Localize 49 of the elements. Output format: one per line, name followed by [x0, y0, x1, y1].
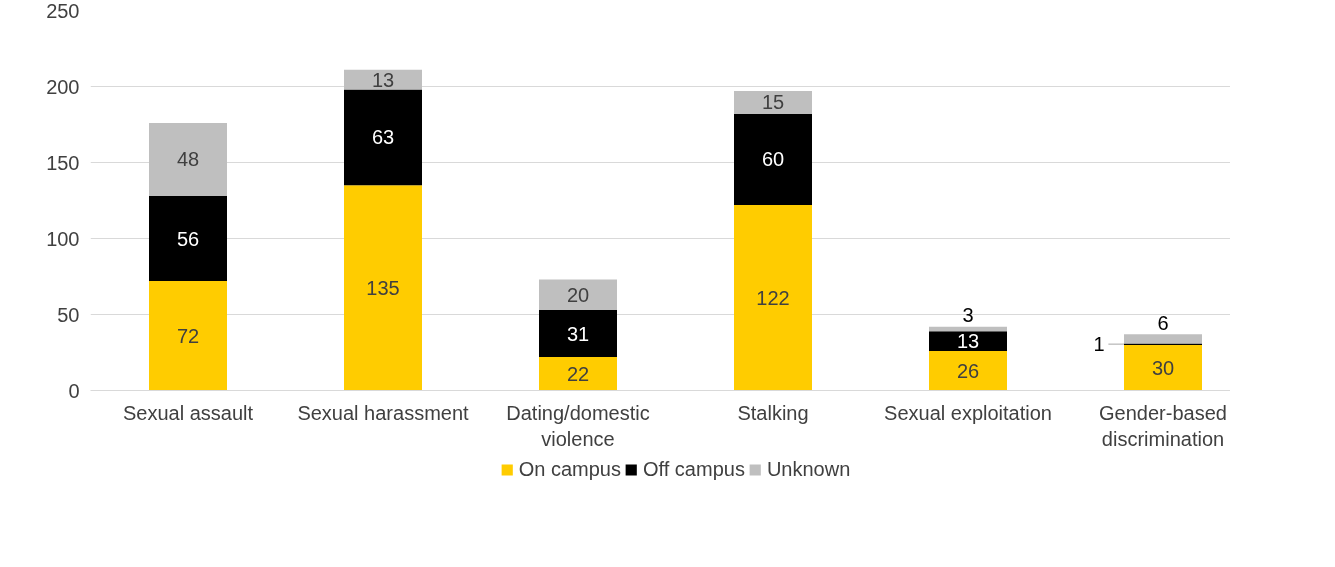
bar — [734, 91, 812, 114]
data-label: 30 — [1151, 356, 1175, 379]
bar — [734, 205, 812, 391]
legend-label: On campus — [518, 457, 621, 481]
bar — [149, 281, 227, 391]
x-tick-label: Gender-based discrimination — [1099, 401, 1227, 450]
bar — [929, 331, 1007, 351]
y-tick-label: 0 — [68, 379, 80, 402]
data-label: 13 — [956, 330, 980, 353]
data-label: 63 — [371, 126, 395, 149]
x-tick-label: Sexual exploitation — [884, 401, 1052, 424]
bar — [1124, 344, 1202, 391]
data-label: 60 — [761, 148, 785, 171]
bar — [539, 357, 617, 391]
data-label: 48 — [176, 148, 200, 171]
data-label: 72 — [176, 324, 200, 347]
data-label: 22 — [566, 362, 590, 385]
data-label: 31 — [566, 322, 590, 345]
bar — [344, 185, 422, 391]
data-label: 1 — [1093, 333, 1105, 356]
data-label: 15 — [761, 91, 785, 114]
data-label: 6 — [1157, 311, 1169, 334]
y-tick-label: 150 — [46, 151, 80, 174]
data-label: 26 — [956, 359, 980, 382]
data-label: 3 — [962, 304, 974, 327]
bar — [539, 279, 617, 310]
bar — [1124, 334, 1202, 344]
x-tick-label: Sexual harassment — [297, 401, 470, 424]
y-tick-label: 250 — [46, 0, 80, 22]
data-label: 20 — [566, 283, 590, 306]
x-tick-label: Sexual assault — [122, 401, 254, 424]
y-tick-label: 50 — [57, 303, 80, 326]
bar — [344, 89, 422, 186]
y-tick-label: 100 — [46, 227, 80, 250]
data-label: 13 — [371, 68, 395, 91]
data-label: 135 — [366, 276, 400, 299]
bar — [929, 350, 1007, 391]
bar — [539, 309, 617, 358]
y-tick-label: 200 — [46, 75, 80, 98]
x-tick-label: Stalking — [737, 401, 809, 424]
bar — [734, 113, 812, 206]
legend-label: Off campus — [642, 457, 745, 481]
legend-label: Unknown — [766, 457, 851, 481]
bar — [344, 69, 422, 90]
data-label: 122 — [756, 286, 790, 309]
bar — [149, 195, 227, 282]
data-label: 56 — [176, 227, 200, 250]
x-tick-label: Dating/domestic violence — [506, 401, 650, 450]
bar — [149, 122, 227, 196]
